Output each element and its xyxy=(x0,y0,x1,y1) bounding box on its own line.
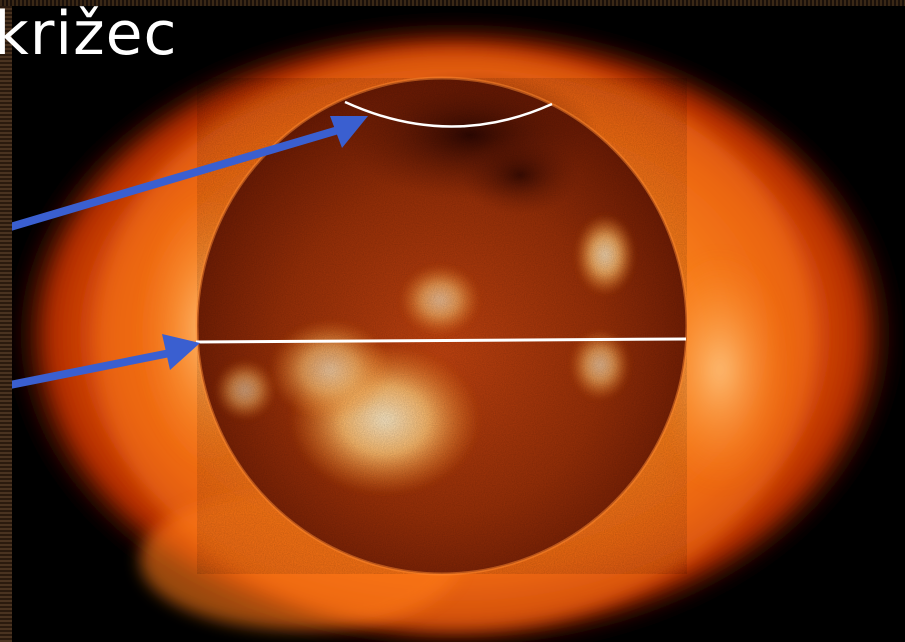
equator-line xyxy=(195,337,687,344)
arrow-to-polar-arc xyxy=(0,124,347,234)
top-edge-strip xyxy=(0,0,905,6)
polar-arc xyxy=(344,100,553,128)
solar-disk xyxy=(195,70,689,576)
left-edge-strip xyxy=(0,0,12,642)
slide-title: križec xyxy=(0,0,178,69)
arrow-to-equator xyxy=(0,348,176,391)
annotations xyxy=(0,100,687,391)
arrow-head-equator xyxy=(162,334,200,370)
arrow-head-polar xyxy=(330,116,368,148)
